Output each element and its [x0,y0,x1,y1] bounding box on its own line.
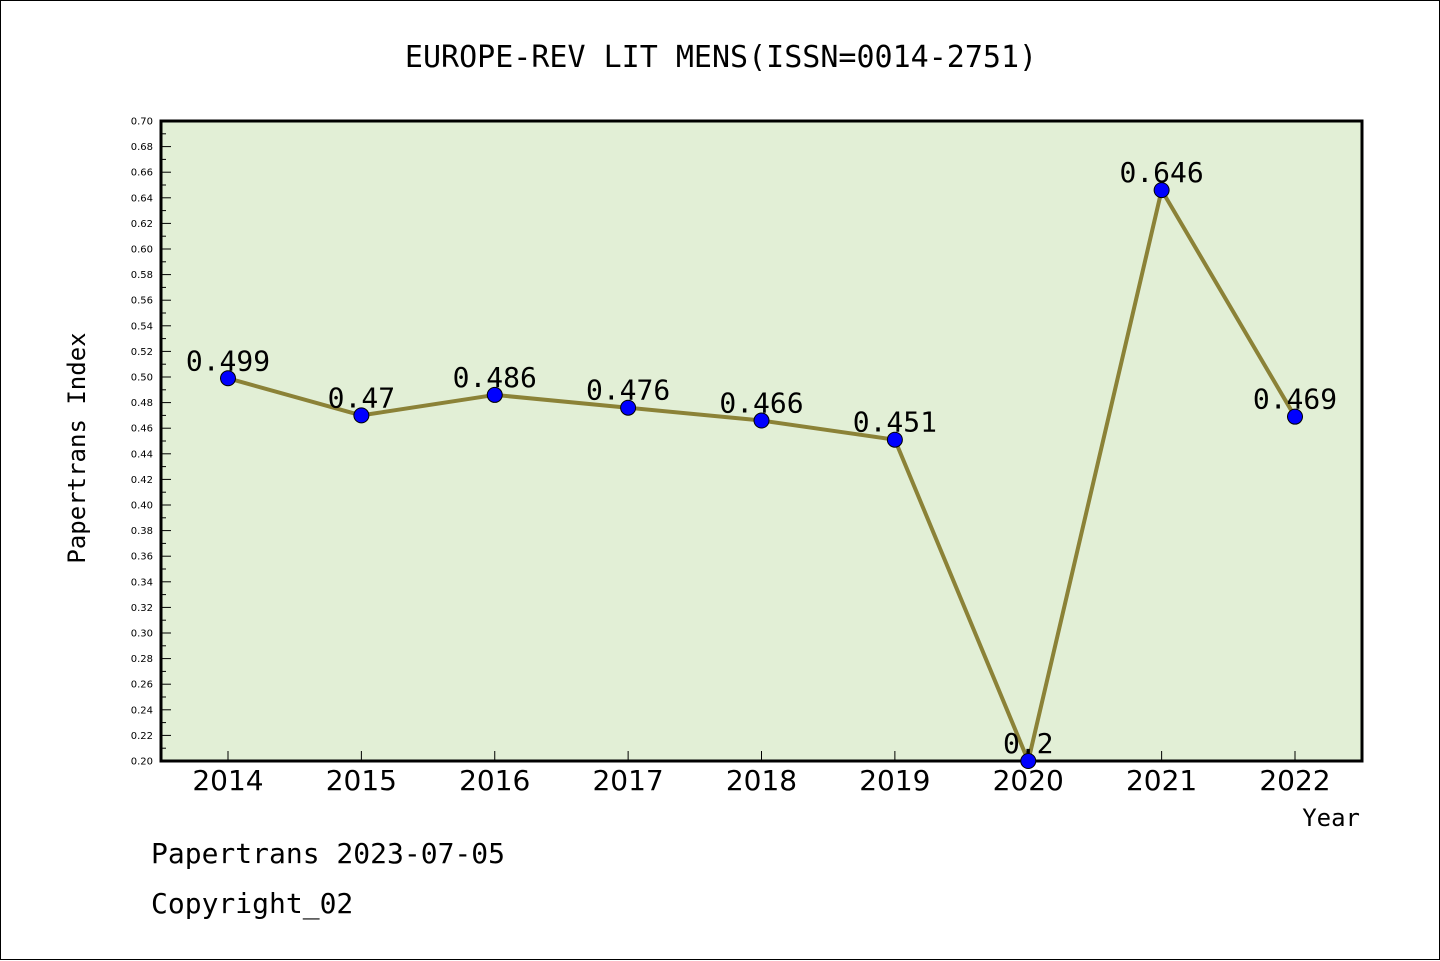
y-tick-label: 0.40 [131,501,153,512]
y-tick-label: 0.50 [131,373,153,384]
y-tick-label: 0.66 [131,168,153,179]
x-tick-label: 2016 [459,764,530,797]
y-tick-label: 0.28 [131,654,153,665]
y-tick-label: 0.48 [131,398,153,409]
x-tick-label: 2018 [726,764,797,797]
y-tick-label: 0.58 [131,270,153,281]
chart-title: EUROPE-REV LIT MENS(ISSN=0014-2751) [405,40,1037,75]
data-point [1153,182,1170,199]
data-point [620,399,637,416]
y-tick-label: 0.70 [131,117,153,128]
data-point [1020,753,1037,769]
data-label: 0.2 [1003,727,1054,760]
data-label: 0.469 [1253,383,1337,416]
data-point [486,386,503,403]
y-tick-label: 0.56 [131,296,153,307]
data-point [353,407,370,424]
y-tick-label: 0.42 [131,475,153,486]
y-tick-label: 0.26 [131,680,153,691]
data-point [886,431,903,448]
y-tick-label: 0.24 [131,705,153,716]
y-tick-label: 0.52 [131,347,153,358]
y-tick-label: 0.62 [131,219,153,230]
y-tick-label: 0.54 [131,321,153,332]
y-axis: 0.20 0.22 0.24 0.26 0.28 0.30 0.32 0.34 0.36 0.38… [131,117,171,768]
x-tick-label: 2022 [1259,764,1330,797]
data-label: 0.499 [186,344,270,377]
data-point [220,370,236,387]
y-axis-label: Papertrans Index [63,332,91,563]
x-tick-label: 2015 [326,764,397,797]
y-tick-label: 0.36 [131,552,153,563]
y-tick-label: 0.20 [131,757,153,768]
x-tick-label: 2017 [592,764,663,797]
series-layer: 0.499 0.47 0.486 0.476 0.466 0.451 0.2 0.646 0.4… [186,156,1337,769]
x-axis-label: Year [1302,804,1360,832]
data-label: 0.486 [453,361,537,394]
y-tick-label: 0.68 [131,142,153,153]
data-point [1287,408,1303,425]
y-tick-label: 0.64 [131,193,153,204]
x-tick-label: 2020 [993,764,1064,797]
footer-date: Papertrans 2023-07-05 [151,837,506,870]
x-axis: 2014 2015 2016 2017 2018 2019 2020 2021 2022 [192,751,1331,797]
data-label: 0.47 [328,381,395,414]
footer-copyright: Copyright_02 [151,887,354,920]
y-tick-label: 0.30 [131,629,153,640]
x-tick-label: 2014 [192,764,263,797]
data-label: 0.451 [853,406,937,439]
x-tick-label: 2021 [1126,764,1197,797]
data-label: 0.476 [586,374,670,407]
y-tick-label: 0.60 [131,245,153,256]
y-tick-label: 0.44 [131,449,153,460]
data-label: 0.466 [719,387,803,420]
data-label: 0.646 [1119,156,1203,189]
y-tick-label: 0.34 [131,577,153,588]
y-tick-label: 0.38 [131,526,153,537]
x-tick-label: 2019 [859,764,930,797]
plot-area [159,119,1364,763]
y-tick-label: 0.46 [131,424,153,435]
y-tick-label: 0.22 [131,731,153,742]
y-tick-label: 0.32 [131,603,153,614]
data-point [753,412,770,429]
